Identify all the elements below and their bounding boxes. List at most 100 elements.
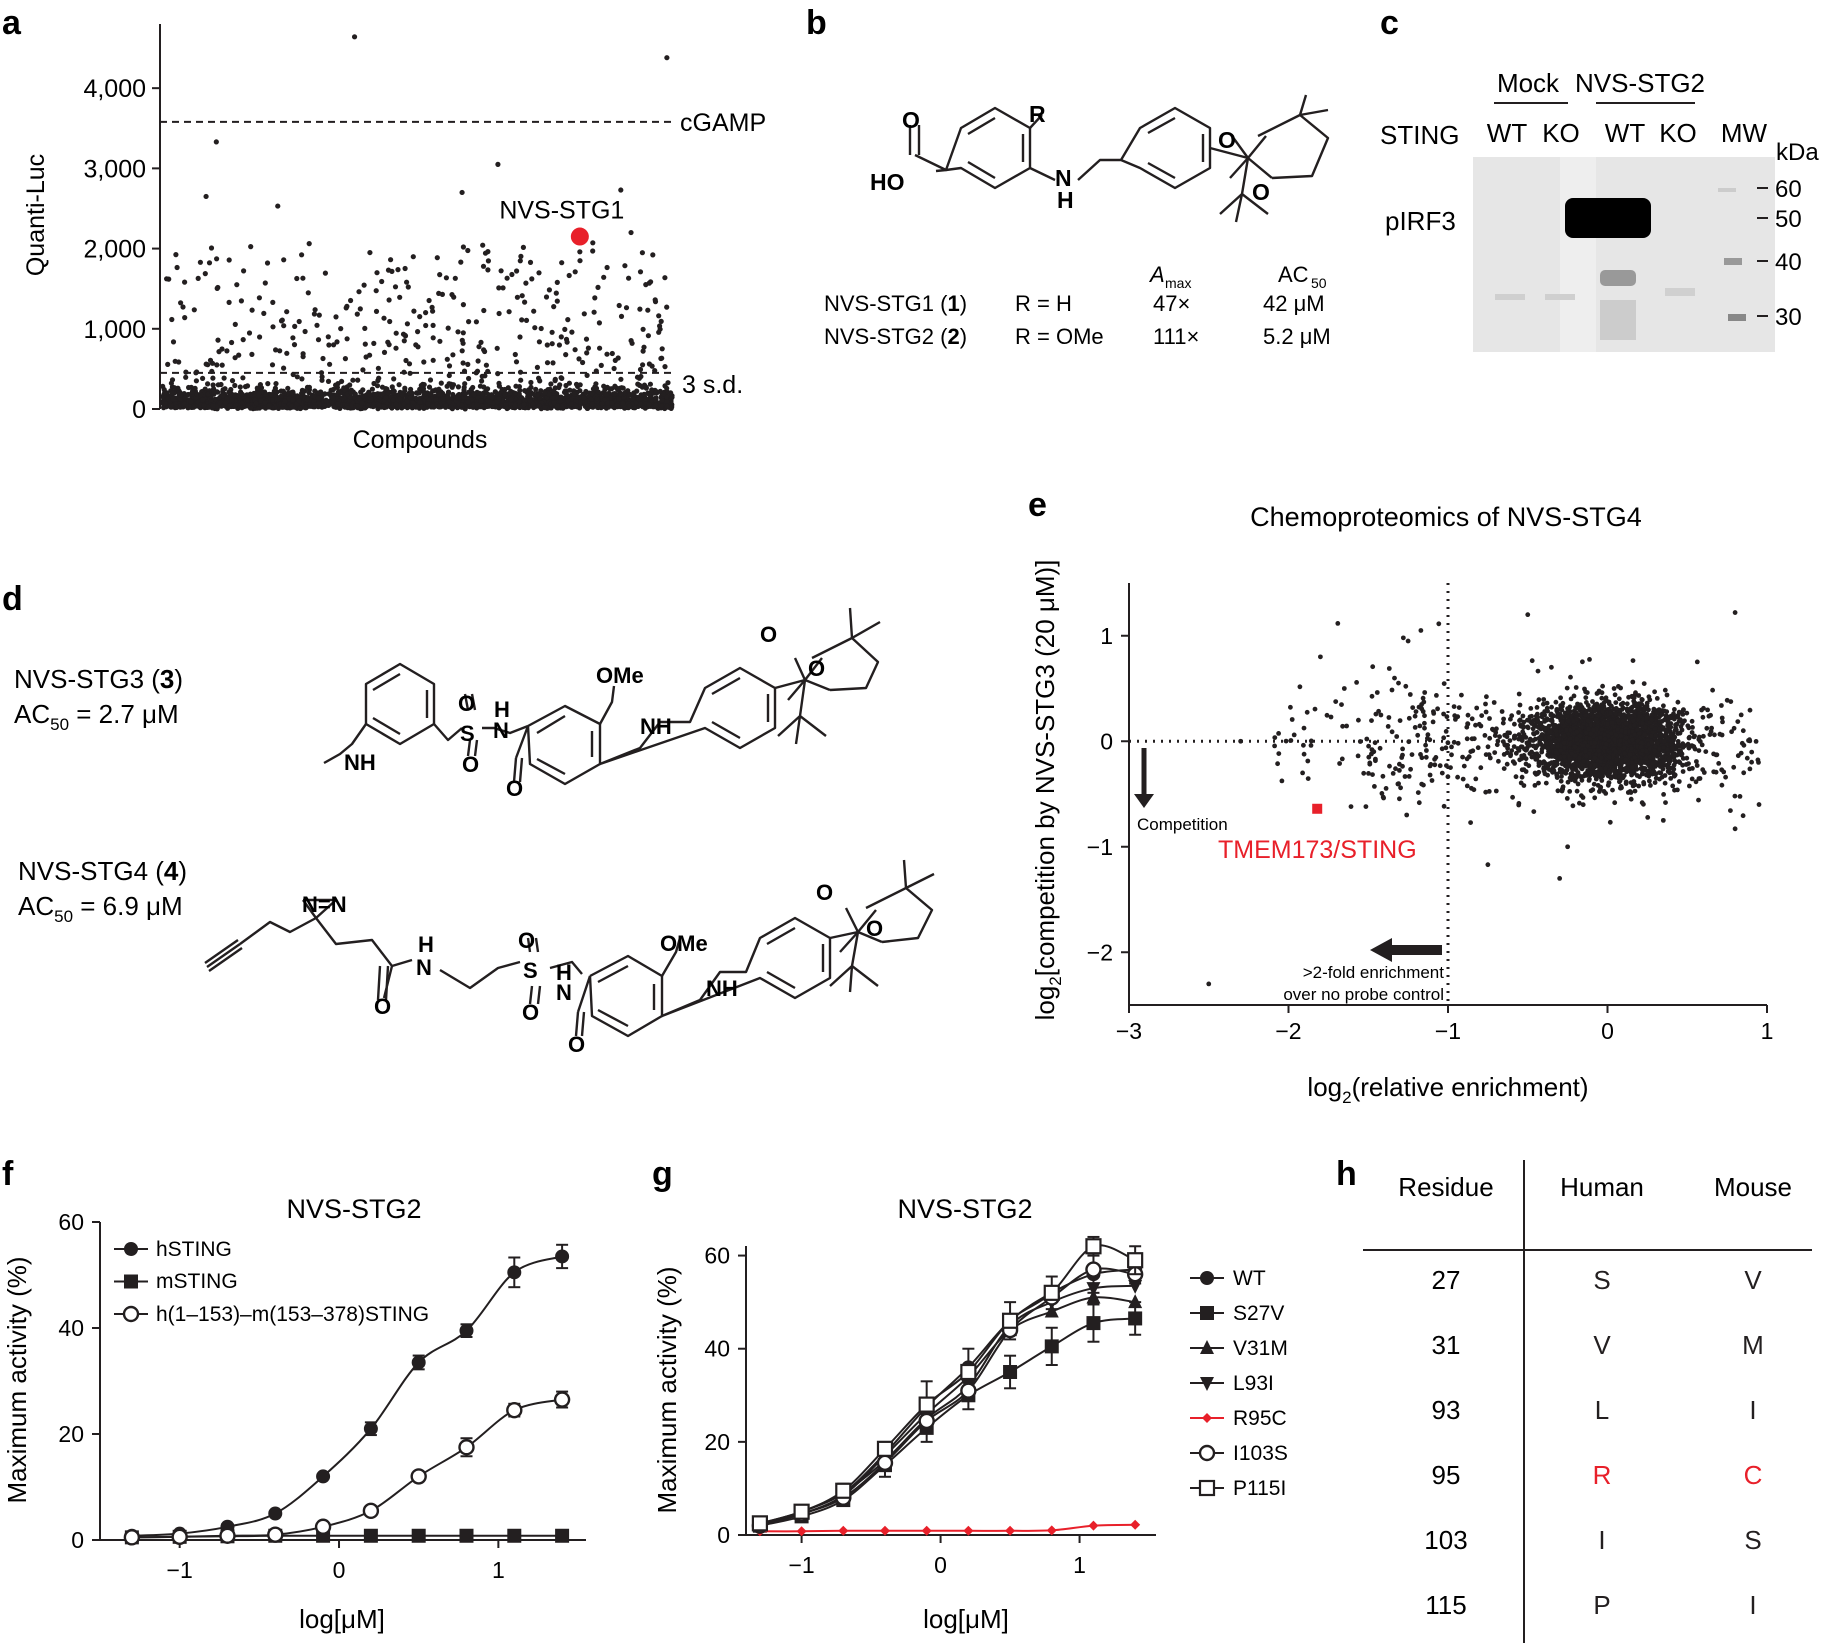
panel-letter-g: g [652, 1155, 673, 1193]
data-point [326, 334, 331, 339]
panel-e-points [1206, 610, 1761, 986]
data-point [1633, 789, 1638, 794]
amax-header-sub: max [1165, 275, 1191, 291]
data-point [640, 362, 645, 367]
data-point [1637, 774, 1642, 779]
data-point [226, 390, 231, 395]
data-point [359, 400, 364, 405]
data-point [484, 363, 489, 368]
compound-name: NVS-STG3 (3) [14, 664, 183, 694]
data-point [478, 398, 483, 403]
data-point [669, 404, 674, 409]
data-point [295, 374, 300, 379]
data-point [447, 363, 452, 368]
data-point [476, 344, 481, 349]
data-point [537, 339, 542, 344]
data-point [344, 305, 349, 310]
data-point [243, 384, 248, 389]
data-point [368, 392, 373, 397]
data-point [303, 405, 308, 410]
data-point [577, 258, 582, 263]
data-point [320, 356, 325, 361]
data-point [483, 251, 488, 256]
data-point [542, 391, 547, 396]
faint-band [1545, 294, 1575, 300]
data-point [240, 375, 245, 380]
data-point [411, 254, 416, 259]
data-point [1512, 722, 1517, 727]
data-point [162, 391, 167, 396]
data-point [297, 398, 302, 403]
data-point [662, 275, 667, 280]
compound-row-1: NVS-STG1 (1) R = H 47× 42 μM [824, 291, 1325, 316]
data-point [298, 406, 303, 411]
data-point [555, 404, 560, 409]
data-point [343, 356, 348, 361]
data-point [203, 194, 208, 199]
data-point [461, 360, 466, 365]
data-point [664, 404, 669, 409]
data-point [362, 326, 367, 331]
data-point [609, 386, 614, 391]
data-point [1592, 795, 1597, 800]
data-point [227, 257, 232, 262]
data-point [345, 336, 350, 341]
data-point [379, 279, 384, 284]
data-point [451, 382, 456, 387]
data-point [218, 382, 223, 387]
data-point [520, 293, 525, 298]
data-point [599, 363, 604, 368]
panel-letter-a: a [2, 4, 22, 42]
lane-label: WT [1605, 118, 1646, 148]
data-point [393, 284, 398, 289]
data-point [256, 391, 261, 396]
data-point [649, 387, 654, 392]
data-point [581, 396, 586, 401]
panel-letter-c: c [1380, 4, 1399, 42]
data-point [638, 269, 643, 274]
data-point [547, 287, 552, 292]
ac50-value: AC50 = 2.7 μM [14, 699, 179, 734]
data-point [403, 266, 408, 271]
data-point [650, 364, 655, 369]
data-point [487, 399, 492, 404]
data-point [515, 295, 520, 300]
data-point [610, 351, 615, 356]
data-point [577, 388, 582, 393]
data-point [312, 311, 317, 316]
data-point [411, 309, 416, 314]
data-point [404, 280, 409, 285]
data-point [233, 355, 238, 360]
data-point [481, 264, 486, 269]
data-point [638, 367, 643, 372]
panel-d-structures: NVS-STG3 (3) AC50 = 2.7 μM NVS-STG4 (4) … [14, 608, 934, 1057]
data-point [200, 397, 205, 402]
data-point [479, 378, 484, 383]
data-point [413, 342, 418, 347]
y-tick-label: 1 [1100, 623, 1113, 649]
data-point [481, 308, 486, 313]
data-point [490, 395, 495, 400]
lane-label: KO [1659, 118, 1697, 148]
data-point [1583, 695, 1588, 700]
data-point [1559, 779, 1564, 784]
data-point [559, 375, 564, 380]
data-point [223, 400, 228, 405]
data-point [493, 389, 498, 394]
sting-row-label: STING [1380, 120, 1459, 150]
data-point [642, 392, 647, 397]
data-point [182, 280, 187, 285]
data-point [317, 401, 322, 406]
data-point [1675, 788, 1680, 793]
mw-marker: 50 [1775, 206, 1802, 233]
data-point [1512, 761, 1517, 766]
data-point [364, 354, 369, 359]
data-point [323, 271, 328, 276]
data-point [505, 406, 510, 411]
data-point [205, 362, 210, 367]
data-point [336, 389, 341, 394]
data-point [306, 290, 311, 295]
data-point [348, 390, 353, 395]
